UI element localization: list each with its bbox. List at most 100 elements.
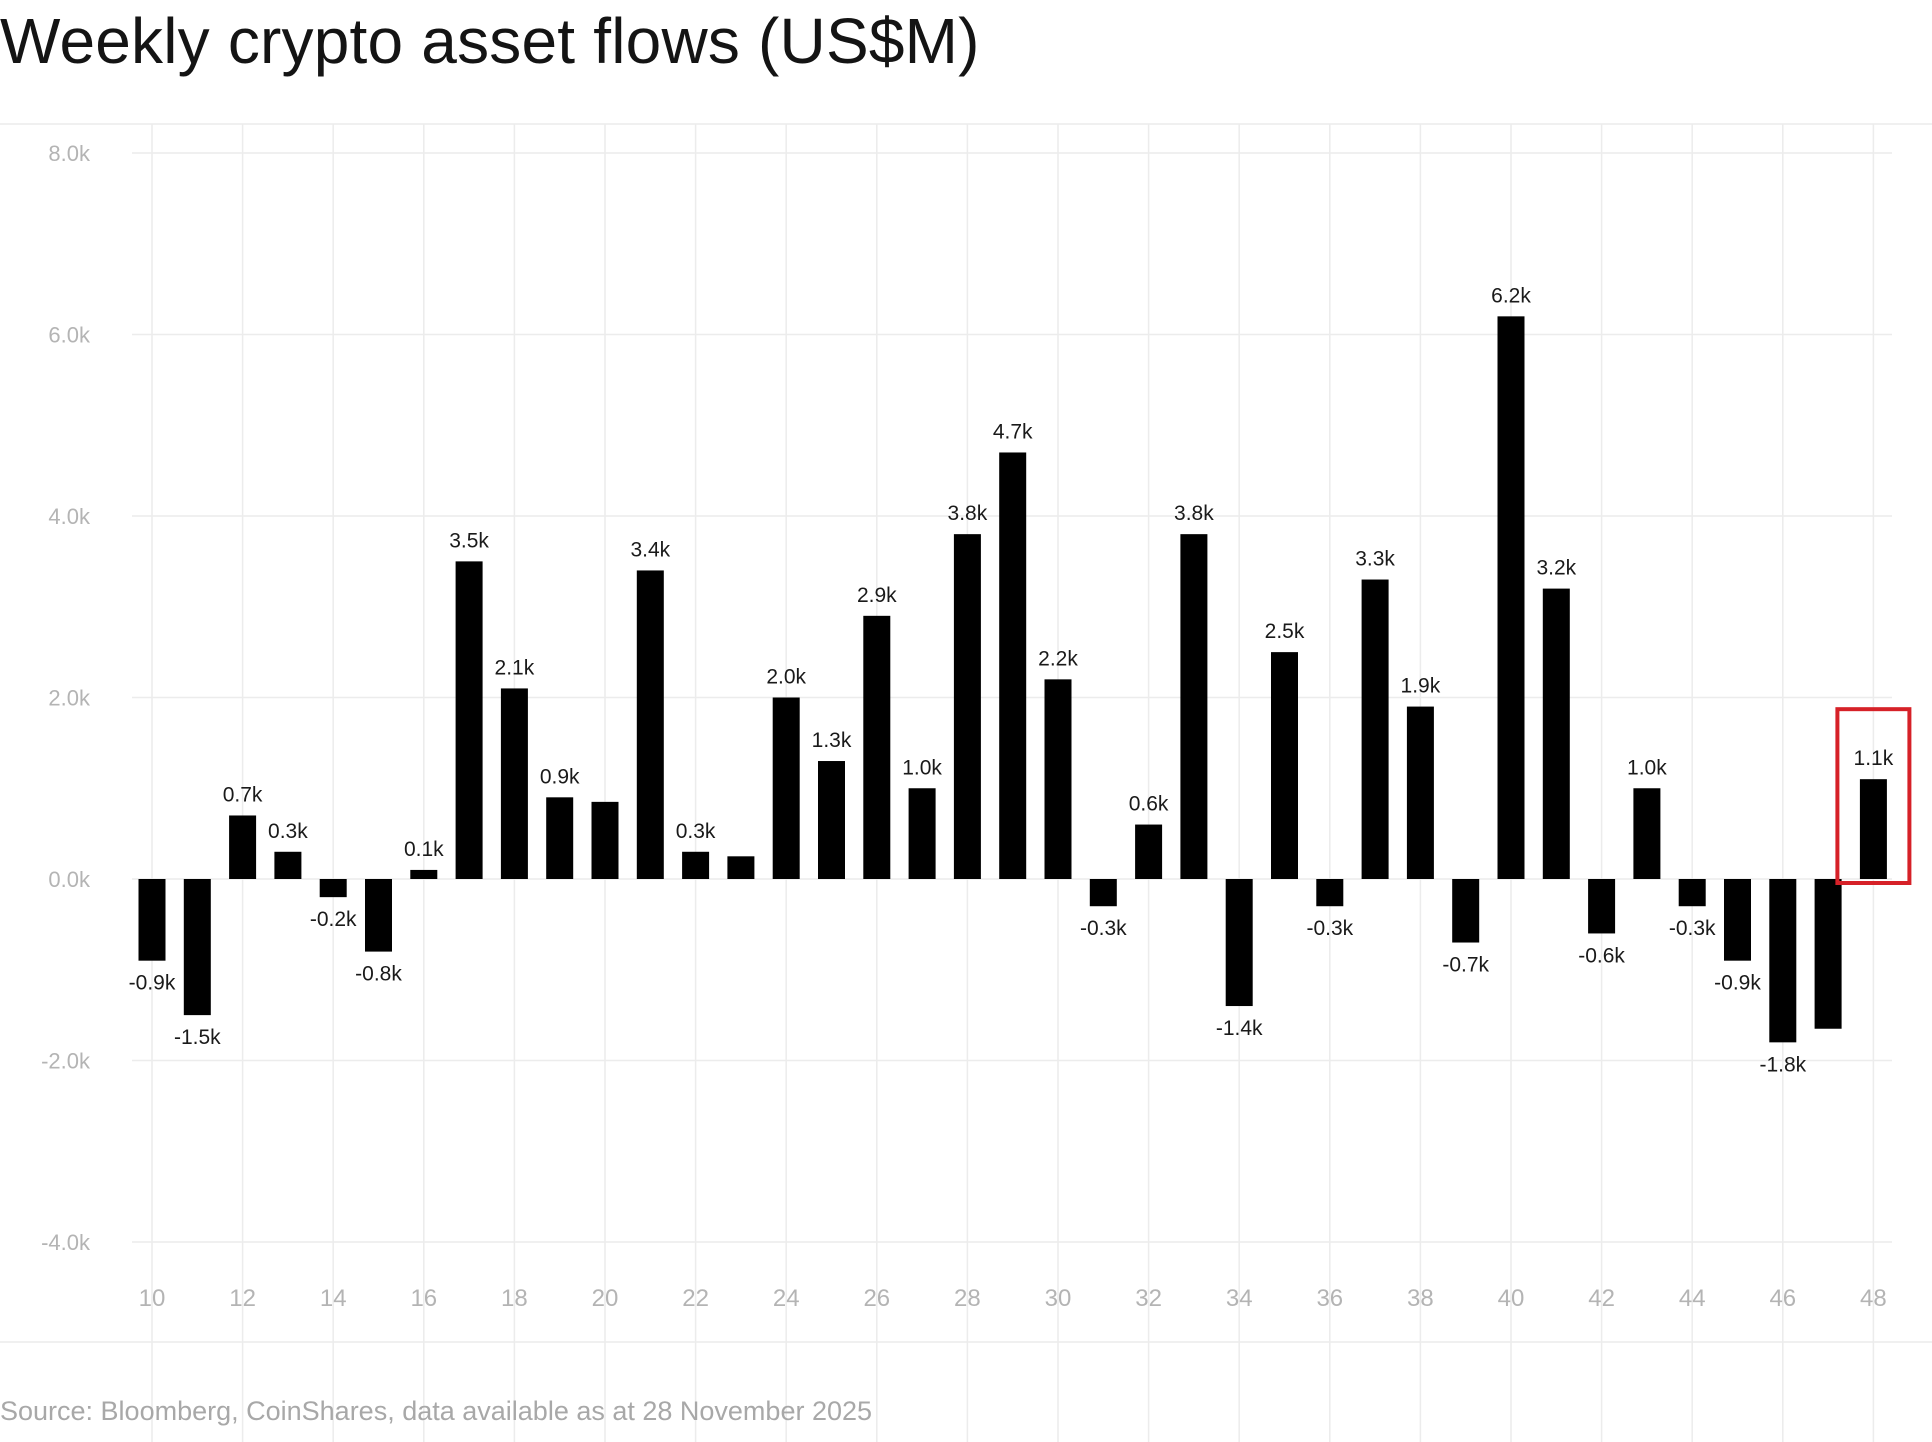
x-tick-label: 28 [954, 1285, 981, 1312]
data-label: 0.1k [404, 838, 444, 861]
x-tick-label: 48 [1860, 1285, 1887, 1312]
highlight-layer [1835, 707, 1912, 885]
bar [1225, 879, 1253, 1007]
bar [1814, 879, 1842, 1029]
data-label: 0.9k [540, 765, 580, 788]
data-label: 4.7k [993, 420, 1033, 443]
data-label: 0.7k [223, 783, 263, 806]
data-label: 3.8k [1174, 502, 1214, 525]
x-tick-label: 22 [682, 1285, 709, 1312]
bar [863, 615, 891, 879]
data-label: -0.2k [310, 908, 357, 931]
data-label: 0.3k [676, 820, 716, 843]
data-label: 0.6k [1129, 793, 1169, 816]
data-label: 6.2k [1491, 284, 1531, 307]
bar [138, 879, 166, 961]
data-label: 2.1k [495, 656, 535, 679]
bar [319, 879, 347, 898]
highlight-box [1835, 707, 1912, 885]
x-tick-label: 18 [501, 1285, 528, 1312]
bar [1633, 788, 1661, 879]
x-tick-label: 32 [1135, 1285, 1162, 1312]
bar [455, 561, 483, 879]
data-label: 3.8k [948, 502, 988, 525]
bars [138, 316, 1887, 1043]
data-label: -1.8k [1759, 1053, 1806, 1076]
chart-title: Weekly crypto asset flows (US$M) [0, 5, 980, 77]
y-tick-label: 6.0k [48, 323, 91, 348]
x-tick-label: 46 [1769, 1285, 1796, 1312]
data-label: 3.5k [449, 529, 489, 552]
bar [591, 801, 619, 879]
bar [908, 788, 936, 879]
bar [1406, 706, 1434, 879]
data-label: -0.3k [1080, 917, 1127, 940]
x-tick-label: 12 [229, 1285, 256, 1312]
y-tick-label: 4.0k [48, 504, 91, 529]
data-label: -0.8k [355, 963, 402, 986]
bar [1859, 779, 1887, 879]
data-label: 3.3k [1355, 548, 1395, 571]
data-label: 1.3k [812, 729, 852, 752]
data-label: 1.0k [1627, 756, 1667, 779]
bar [365, 879, 392, 952]
data-label: -0.3k [1306, 917, 1353, 940]
data-label: -1.5k [174, 1026, 221, 1049]
bar [818, 761, 845, 879]
bar [274, 851, 302, 879]
bar [546, 797, 574, 879]
bar [682, 851, 710, 879]
bar [1588, 879, 1616, 934]
x-tick-label: 38 [1407, 1285, 1434, 1312]
bar [727, 856, 755, 879]
data-label: -0.3k [1669, 917, 1716, 940]
data-label: -0.9k [1714, 972, 1761, 995]
data-label: 3.4k [630, 538, 670, 561]
bar [1724, 879, 1751, 961]
y-tick-label: 0.0k [48, 867, 91, 892]
x-tick-label: 16 [410, 1285, 437, 1312]
data-label: 1.1k [1854, 747, 1894, 770]
data-label: 3.2k [1536, 557, 1576, 580]
y-tick-label: 2.0k [48, 686, 91, 711]
bar [1089, 879, 1117, 907]
data-label: 2.5k [1265, 620, 1305, 643]
data-label: 2.0k [766, 666, 806, 689]
y-tick-label: 8.0k [48, 141, 91, 166]
data-label: 1.0k [902, 756, 942, 779]
x-tick-label: 20 [592, 1285, 619, 1312]
x-tick-label: 40 [1498, 1285, 1525, 1312]
bar [1452, 879, 1480, 943]
x-tick-label: 10 [139, 1285, 166, 1312]
data-label: -0.6k [1578, 944, 1625, 967]
bar [1678, 879, 1706, 907]
x-tick-label: 42 [1588, 1285, 1615, 1312]
x-axis-ticks: 10 12 14 16 18 20 22 24 26 28 30 32 34 36 38 40 42 44 46 48 [139, 1285, 1887, 1312]
bar [999, 452, 1027, 879]
bar [1044, 679, 1072, 879]
bar [183, 879, 211, 1016]
bar [1497, 316, 1525, 880]
source-note: Source: Bloomberg, CoinShares, data avai… [0, 1396, 873, 1426]
data-label: 0.3k [268, 820, 308, 843]
x-tick-label: 26 [863, 1285, 890, 1312]
data-label: -0.7k [1442, 954, 1489, 977]
data-label: -1.4k [1216, 1017, 1263, 1040]
bar [636, 570, 664, 879]
data-label: -0.9k [129, 972, 176, 995]
y-axis-ticks: -4.0k -2.0k 0.0k 2.0k 4.0k 6.0k 8.0k [41, 141, 91, 1255]
bar [1316, 879, 1344, 907]
bar [410, 869, 438, 879]
x-tick-label: 30 [1045, 1285, 1072, 1312]
bar [1361, 579, 1389, 879]
bar [1542, 588, 1570, 879]
bar [1180, 534, 1208, 879]
y-tick-label: -2.0k [41, 1049, 91, 1074]
data-labels: -0.9k-1.5k0.7k0.3k-0.2k-0.8k0.1k3.5k2.1k… [129, 284, 1894, 1076]
x-tick-label: 14 [320, 1285, 347, 1312]
data-label: 2.9k [857, 584, 897, 607]
bar [772, 697, 800, 879]
bar [229, 815, 257, 879]
bar [500, 688, 528, 879]
